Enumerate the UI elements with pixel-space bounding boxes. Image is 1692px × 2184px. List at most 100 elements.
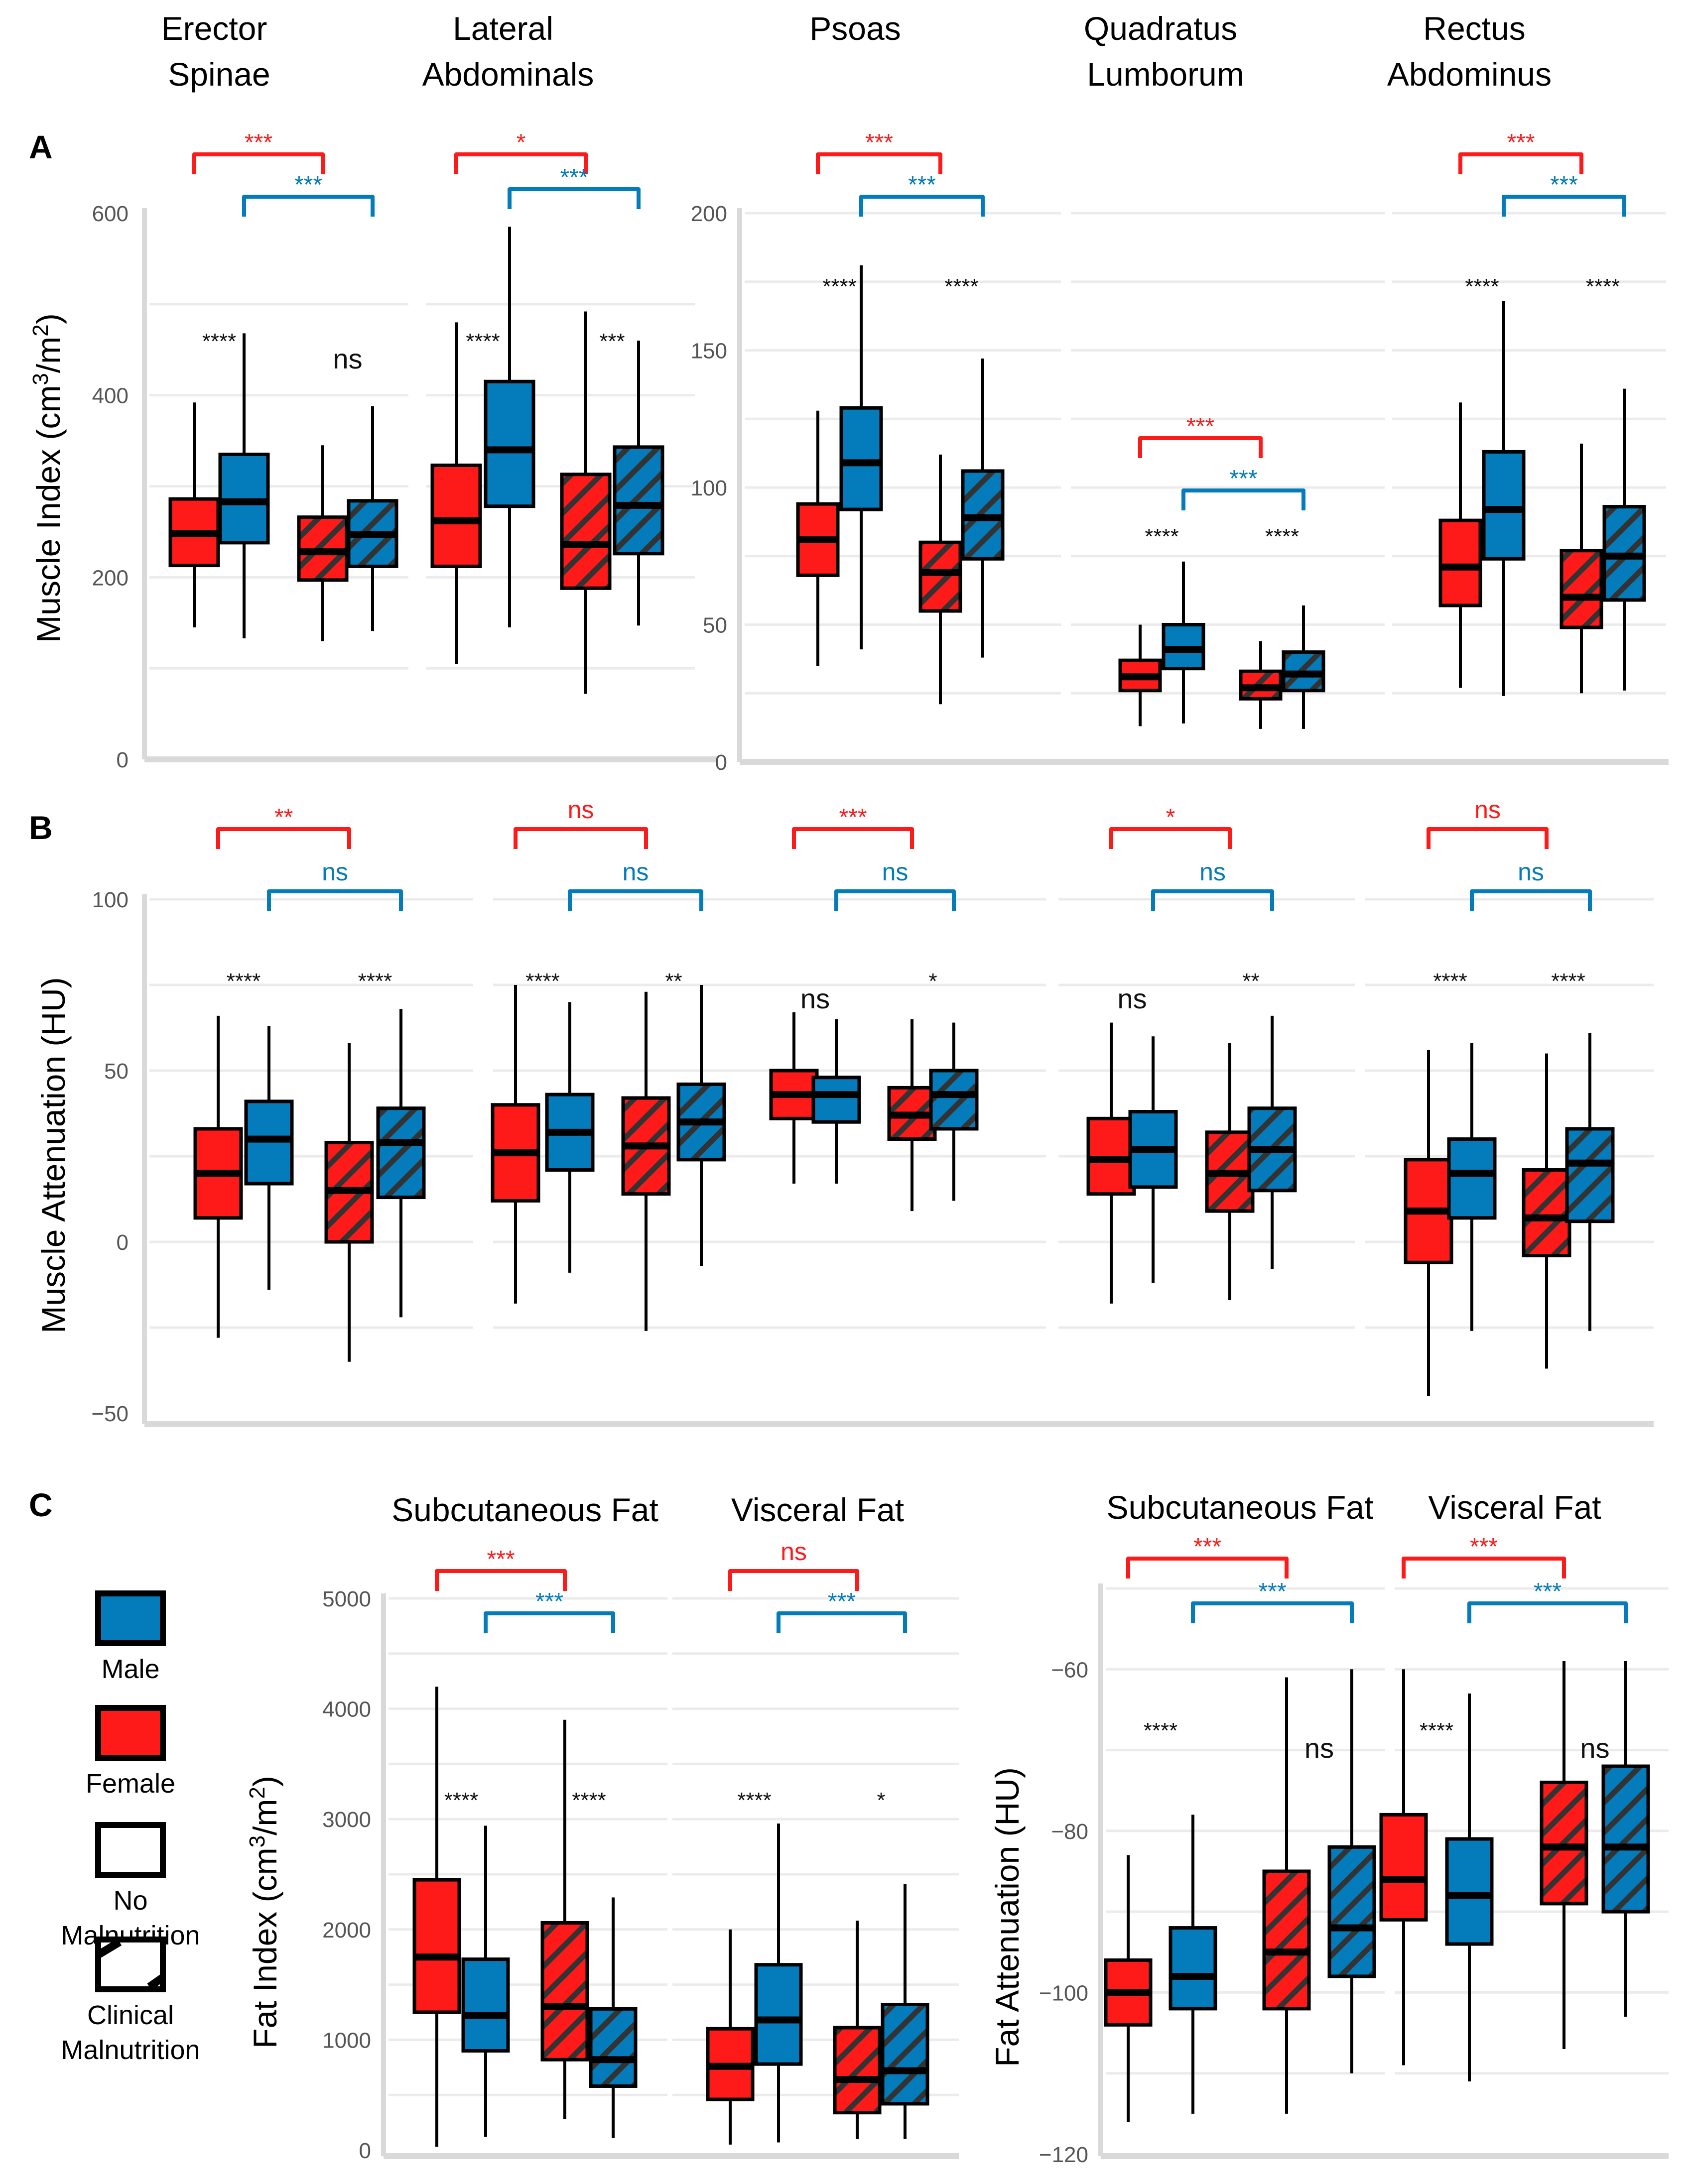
box-male-clinical-malnutrition [881, 1884, 929, 2139]
female-bracket [454, 152, 588, 174]
within-sex-significance: **** [1433, 969, 1467, 993]
y-tick-label: 600 [92, 202, 129, 226]
within-sex-significance: **** [1586, 274, 1620, 299]
within-sex-significance: **** [202, 329, 237, 354]
female-bracket [1427, 827, 1549, 849]
male-bracket [1467, 1601, 1628, 1623]
y-tick-label: 2000 [322, 1918, 371, 1942]
within-sex-significance: **** [822, 274, 857, 299]
female-bracket [1138, 436, 1263, 458]
box-female-no-malnutrition [491, 985, 540, 1304]
chart-c-index: 0 1000 2000 3000 4000 5000 Fat Index (cm3/m2) S… [245, 1491, 959, 2163]
male-bracket [834, 889, 956, 911]
box-female-clinical-malnutrition [324, 1043, 374, 1362]
box-female-no-malnutrition [193, 1015, 243, 1338]
box-female-no-malnutrition [412, 1687, 461, 2147]
box-male-clinical-malnutrition [376, 1009, 426, 1318]
male-bracket [1151, 889, 1274, 911]
y-tick-label: 1000 [322, 2028, 371, 2053]
y-tick-label: 50 [703, 613, 727, 638]
female-bracket-label: *** [1186, 413, 1214, 440]
box-iqr [560, 473, 612, 590]
box-male-clinical-malnutrition [1327, 1669, 1376, 2073]
box-female-clinical-malnutrition [833, 1921, 882, 2139]
female-bracket [792, 827, 914, 849]
female-bracket [1402, 1557, 1566, 1578]
facet-title-psoas: Psoas [809, 10, 901, 47]
box-male-no-malnutrition [545, 1002, 595, 1273]
box-iqr [430, 463, 482, 568]
male-bracket [484, 1611, 615, 1633]
facet-title: Subcutaneous Fat [391, 1491, 658, 1528]
female-bracket-label: ** [274, 804, 293, 831]
y-axis-title-part: /m [247, 1799, 283, 1835]
box-male-clinical-malnutrition [929, 1022, 979, 1201]
female-bracket [192, 152, 325, 174]
box-male-no-malnutrition [1128, 1036, 1178, 1283]
female-bracket-label: ns [1474, 796, 1501, 824]
facet-title-rectus-abdominus: Rectus Abdominus [1387, 10, 1552, 93]
box-female-no-malnutrition [168, 402, 220, 627]
box-female-clinical-malnutrition [297, 445, 349, 641]
facet-title-line: Rectus [1423, 10, 1525, 47]
male-bracket-label: *** [1534, 1578, 1562, 1605]
within-sex-significance: * [877, 1788, 885, 1813]
within-sex-significance: **** [1145, 524, 1179, 549]
y-axis-title-part: /m [30, 337, 67, 373]
male-bracket-label: *** [560, 164, 588, 191]
female-bracket-label: ns [781, 1538, 807, 1566]
box-male-no-malnutrition [461, 1825, 510, 2137]
facet-title-line: Lumborum [1087, 56, 1244, 93]
box-male-clinical-malnutrition [613, 340, 664, 626]
box-iqr [1522, 1168, 1571, 1258]
facet-titles-muscle: Erector Spinae Lateral Abdominals Psoas Qu… [161, 10, 1552, 93]
box-iqr [1540, 1780, 1588, 1906]
box-female-no-malnutrition [706, 1929, 755, 2145]
y-axis-title: Fat Index (cm3/m2) [245, 1776, 283, 2049]
within-sex-significance: ns [333, 343, 362, 374]
box-male-no-malnutrition [1447, 1043, 1497, 1331]
box-female-no-malnutrition [1438, 402, 1482, 688]
facet-title-line: Abdominus [1387, 56, 1552, 93]
box-male-no-malnutrition [754, 1823, 803, 2143]
y-axis-title: Fat Attenuation (HU) [989, 1767, 1026, 2067]
legend-label: Male [101, 1654, 159, 1684]
legend-item-female: Female [86, 1705, 175, 1799]
male-bracket-label: ns [623, 858, 649, 886]
legend-swatch [95, 1590, 166, 1646]
within-sex-significance: **** [944, 274, 979, 299]
female-bracket-label: *** [839, 804, 867, 831]
male-bracket [242, 195, 375, 217]
y-tick-label: 100 [92, 888, 129, 912]
legend-label: Female [86, 1769, 175, 1799]
female-bracket-label: *** [1193, 1534, 1221, 1560]
box-iqr [484, 379, 535, 508]
female-bracket [816, 152, 942, 174]
within-sex-significance: ns [800, 983, 830, 1014]
female-bracket [216, 827, 351, 849]
box-female-clinical-malnutrition [560, 311, 612, 694]
facet-subcutaneous-fat: Subcutaneous Fat **** ns *** *** [1104, 1489, 1376, 2122]
facet-title-quadratus-lumborum: Quadratus Lumborum [1084, 10, 1244, 93]
y-tick-label: −80 [1051, 1820, 1088, 1844]
box-male-clinical-malnutrition [1601, 1661, 1650, 2017]
facet-erector-spinae: **** ******ns [193, 804, 426, 1362]
y-axis-title-part: Muscle Index (cm [30, 385, 67, 643]
male-bracket-label: *** [1550, 172, 1578, 198]
within-sex-significance: ** [665, 969, 682, 993]
box-female-clinical-malnutrition [621, 991, 671, 1331]
box-iqr [754, 1963, 803, 2066]
within-sex-significance: ns [1117, 983, 1147, 1014]
within-sex-significance: **** [572, 1788, 606, 1813]
male-bracket [1181, 488, 1305, 510]
y-tick-label: −100 [1039, 1981, 1088, 2005]
y-tick-label: 400 [92, 384, 129, 408]
box-iqr [1560, 549, 1603, 629]
box-female-no-malnutrition [1086, 1022, 1136, 1304]
box-female-clinical-malnutrition [887, 1019, 937, 1212]
y-tick-label: 5000 [322, 1587, 371, 1611]
legend-label: Malnutrition [61, 2035, 200, 2065]
facet-psoas: **** ********** [796, 129, 1005, 705]
